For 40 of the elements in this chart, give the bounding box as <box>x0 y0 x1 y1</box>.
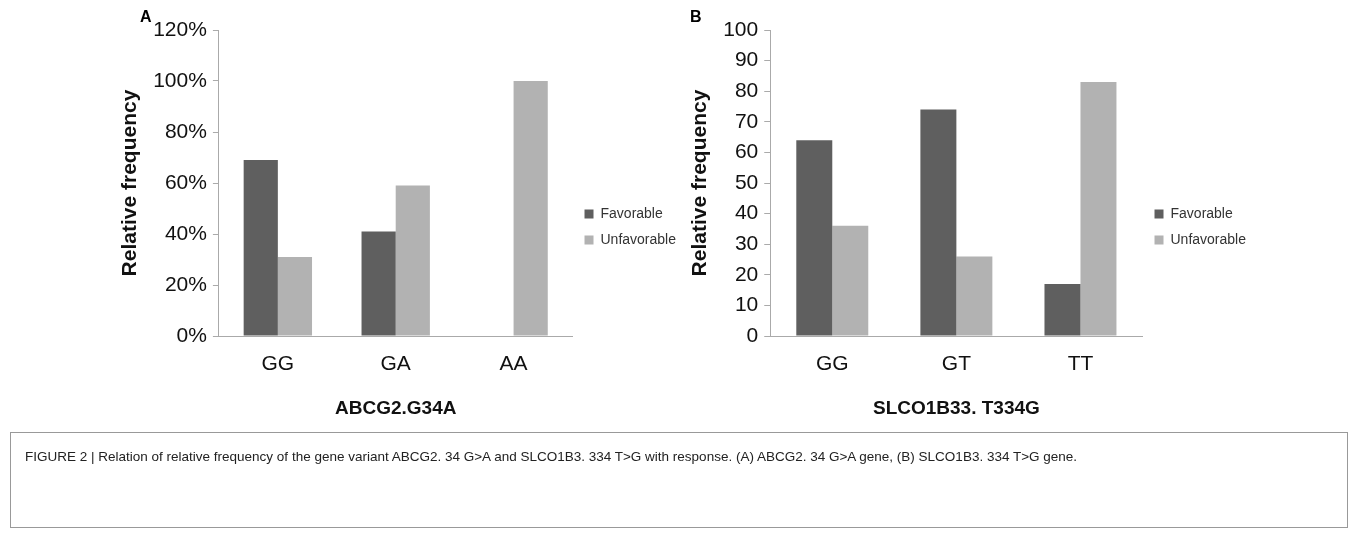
y-tick-label: 20 <box>734 261 759 285</box>
y-axis-title: Relative frequency <box>117 89 141 277</box>
x-axis-title: SLCO1B33. T334G <box>872 396 1040 418</box>
y-tick-label: 100% <box>153 67 207 91</box>
legend-label: Unfavorable <box>1170 230 1247 247</box>
y-tick-label: 100 <box>723 16 759 40</box>
y-tick-label: 80% <box>164 118 207 142</box>
y-tick-label: 20% <box>164 271 207 295</box>
y-tick-label: 80 <box>734 78 759 101</box>
bar <box>361 231 396 336</box>
y-tick-label: 30 <box>734 231 759 254</box>
y-tick-label: 0 <box>746 322 759 346</box>
bar <box>796 140 833 336</box>
x-tick-label: GG <box>261 351 295 375</box>
y-tick-label: 10 <box>734 292 759 316</box>
bar <box>1044 283 1081 336</box>
legend-label: Unfavorable <box>600 230 677 247</box>
legend-label: Favorable <box>600 204 663 221</box>
bar <box>920 109 957 336</box>
text: B <box>690 8 702 26</box>
y-tick-label: 40% <box>164 220 207 244</box>
y-tick-label: 40 <box>734 200 759 224</box>
x-tick-label: GA <box>380 351 411 375</box>
caption: FIGURE 2 | Relation of relative frequency of the gene variant ABCG2. 34 G>A and SLCO1B3. 334 T>G with response. (A) ABCG2. 34 G>A gene, (B) SLCO1B3. 334 T>G gene. <box>10 432 1348 528</box>
x-axis-title: ABCG2.G34A <box>335 396 457 418</box>
x-tick-label: TT <box>1067 351 1094 375</box>
x-tick-label: AA <box>499 351 528 375</box>
y-tick-label: 0% <box>176 322 207 346</box>
x-tick-label: GT <box>941 351 972 375</box>
y-tick-label: 90 <box>734 47 759 71</box>
y-tick-label: 50 <box>734 169 759 193</box>
y-tick-label: 120% <box>153 16 207 40</box>
legend-label: Favorable <box>1170 204 1233 221</box>
x-tick-label: GG <box>815 351 849 375</box>
y-tick-label: 60 <box>734 139 759 163</box>
text: A <box>140 8 152 26</box>
bar <box>243 160 278 336</box>
y-tick-label: 60% <box>164 169 207 193</box>
y-tick-label: 70 <box>734 108 759 132</box>
y-axis-title: Relative frequency <box>687 89 711 277</box>
